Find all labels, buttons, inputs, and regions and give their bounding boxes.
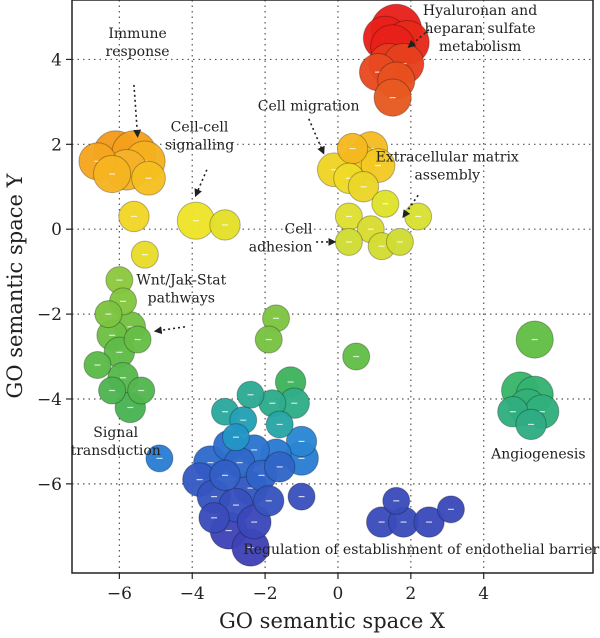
annotation-label: Wnt/Jak-Stat pathways (136, 272, 226, 306)
data-point (254, 325, 283, 354)
data-point (198, 502, 230, 534)
data-point (347, 171, 380, 203)
data-point (94, 300, 123, 329)
data-point (130, 240, 159, 269)
annotation-label: Immune response (106, 26, 170, 60)
data-point (236, 380, 265, 409)
data-point (209, 459, 241, 492)
y-tick-label: −2 (37, 305, 62, 325)
annotation-label: Cell-cell signalling (165, 120, 234, 154)
data-point (334, 227, 363, 256)
annotation-arrow (194, 169, 208, 198)
x-tick-label: 4 (478, 584, 489, 604)
annotation-label: Hyaluronan and heparan sulfate metabolism (423, 3, 537, 55)
data-point (231, 528, 270, 567)
data-point (98, 376, 127, 405)
annotation-arrow (153, 326, 186, 335)
x-tick-label: −6 (107, 584, 132, 604)
data-point (385, 227, 414, 256)
data-point (342, 342, 371, 371)
annotations: Hyaluronan and heparan sulfate metabolism I… (71, 3, 600, 558)
data-point (118, 200, 150, 233)
y-tick-label: 4 (51, 50, 62, 70)
plot-frame (71, 0, 594, 574)
data-point (176, 201, 215, 240)
axis-ticks: −6 −4 −2 0 2 4 −6 −4 −2 0 2 4 (37, 50, 489, 604)
data-point (373, 78, 412, 117)
data-point (436, 495, 465, 524)
data-point (404, 202, 433, 231)
data-point (265, 410, 294, 439)
annotation-label: Signal transduction (71, 425, 161, 459)
data-point (83, 351, 112, 380)
annotation-arrow (308, 118, 325, 155)
annotation-label: Extracellular matrix assembly (376, 149, 519, 183)
annotation-label: Cell migration (258, 98, 360, 114)
data-point (123, 325, 152, 354)
y-tick-label: −6 (37, 475, 62, 495)
annotation-label: Angiogenesis (490, 446, 585, 462)
x-tick-label: −2 (253, 584, 278, 604)
data-point (209, 209, 241, 241)
annotation-arrow (402, 194, 419, 219)
data-point (413, 506, 445, 538)
data-point (515, 408, 547, 441)
data-point (92, 154, 132, 194)
data-point (285, 425, 318, 458)
annotation-arrow (133, 84, 142, 138)
data-point (371, 189, 400, 218)
data-point (131, 160, 166, 196)
data-point (127, 376, 156, 405)
y-tick-label: −4 (37, 390, 62, 410)
data-point (287, 482, 316, 511)
annotation-label: Regulation of establishment of endotheli… (243, 542, 599, 558)
x-tick-label: −4 (180, 584, 205, 604)
data-point (515, 320, 554, 359)
x-axis-label: GO semantic space X (219, 609, 445, 633)
data-point (221, 423, 250, 452)
x-tick-label: 2 (405, 584, 416, 604)
data-point (263, 451, 296, 483)
y-tick-label: 2 (51, 135, 62, 155)
data-point (253, 485, 285, 517)
data-point (336, 132, 369, 165)
annotation-arrow (407, 29, 430, 48)
annotation-label: Cell adhesion (249, 221, 313, 255)
x-tick-label: 0 (333, 584, 344, 604)
data-point (382, 486, 411, 515)
y-tick-label: 0 (51, 220, 62, 240)
data-point (145, 444, 174, 473)
y-axis-label: GO semantic space Y (3, 172, 27, 398)
